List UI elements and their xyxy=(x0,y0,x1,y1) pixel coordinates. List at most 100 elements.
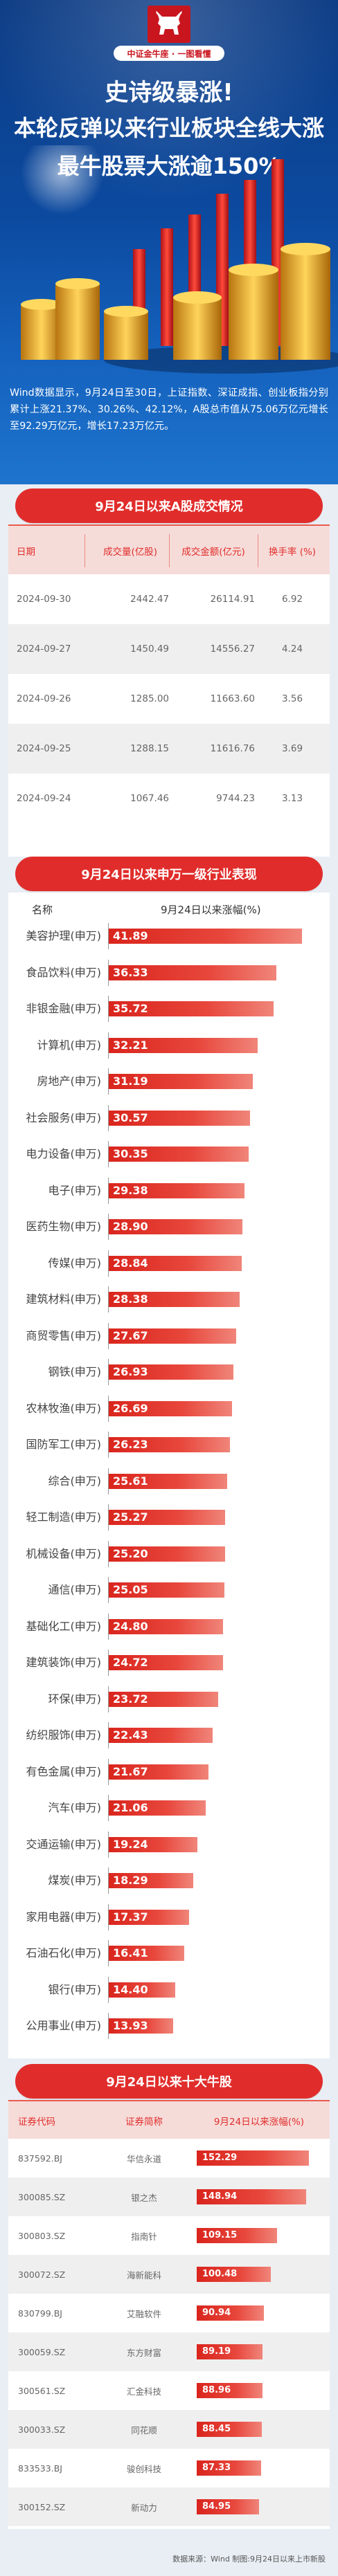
cell-volume: 1285.00 xyxy=(130,693,169,704)
bar-value-label: 17.37 xyxy=(113,1910,148,1924)
bar-axis-tick xyxy=(108,1395,109,1422)
bar-axis-tick xyxy=(108,1177,109,1204)
chart-bar-row: 公用事业(申万) 13.93 xyxy=(8,2013,330,2039)
bar-category-label: 综合(申万) xyxy=(48,1474,102,1488)
cell-stock-code: 300033.SZ xyxy=(18,2424,66,2435)
chart-bar-row: 综合(申万) 25.61 xyxy=(8,1468,330,1495)
table-row: 300152.SZ 新动力 84.95 xyxy=(8,2487,330,2526)
bar-value-label: 30.35 xyxy=(113,1147,148,1160)
bar-category-label: 通信(申万) xyxy=(48,1583,102,1596)
bar xyxy=(109,1364,233,1380)
bar-category-label: 环保(申万) xyxy=(48,1692,102,1706)
bar-value-label: 21.06 xyxy=(113,1801,148,1814)
bar-axis-tick xyxy=(108,1613,109,1640)
col-header-turnover: 换手率 (%) xyxy=(268,547,317,558)
bar-axis-tick xyxy=(108,1722,109,1748)
bar-category-label: 计算机(申万) xyxy=(37,1038,102,1052)
bull-logo-icon xyxy=(148,6,190,43)
bar-value-label: 25.61 xyxy=(113,1474,148,1488)
bar-category-label: 纺织服饰(申万) xyxy=(26,1728,102,1742)
gain-bar xyxy=(197,2460,261,2476)
bar xyxy=(109,1328,237,1344)
table-row: 300072.SZ 海新能科 100.48 xyxy=(8,2255,330,2294)
chart-bar-row: 环保(申万) 23.72 xyxy=(8,1686,330,1712)
bar-category-label: 机械设备(申万) xyxy=(26,1546,102,1560)
chart-bar-row: 机械设备(申万) 25.20 xyxy=(8,1540,330,1567)
bar-axis-tick xyxy=(108,1577,109,1603)
bar-category-label: 电子(申万) xyxy=(48,1183,102,1197)
gain-bar xyxy=(197,2499,260,2514)
cell-volume: 2442.47 xyxy=(130,594,169,605)
chart-bar-row: 煤炭(申万) 18.29 xyxy=(8,1867,330,1894)
cell-stock-name: 海新能科 xyxy=(126,2269,161,2281)
table-row: 830799.BJ 艾融软件 90.94 xyxy=(8,2294,330,2332)
table-row: 300059.SZ 东方财富 89.19 xyxy=(8,2332,330,2371)
bar-axis-tick xyxy=(108,1032,109,1059)
bar xyxy=(109,1473,227,1489)
chart-bar-row: 房地产(申万) 31.19 xyxy=(8,1068,330,1095)
bar-axis-tick xyxy=(108,1650,109,1676)
bar xyxy=(109,1255,242,1271)
col-header-volume: 成交量(亿股) xyxy=(103,547,158,558)
gain-bar xyxy=(197,2422,262,2437)
bar-axis-tick xyxy=(108,959,109,986)
bar-axis-tick xyxy=(108,1432,109,1458)
bar-axis-tick xyxy=(108,1940,109,1966)
bar-value-label: 26.23 xyxy=(113,1438,148,1451)
bar xyxy=(109,1292,240,1307)
bar-axis-tick xyxy=(108,1104,109,1131)
bar xyxy=(109,1691,219,1707)
gain-value-label: 89.19 xyxy=(202,2346,231,2357)
cell-date: 2024-09-26 xyxy=(17,693,71,704)
chart-bar-row: 食品饮料(申万) 36.33 xyxy=(8,959,330,986)
cell-amount: 11663.60 xyxy=(210,693,255,704)
chart-bar-row: 钢铁(申万) 26.93 xyxy=(8,1359,330,1385)
bar-value-label: 21.67 xyxy=(113,1764,148,1778)
bar xyxy=(109,1618,224,1634)
bar-value-label: 26.93 xyxy=(113,1365,148,1378)
bar-axis-tick xyxy=(108,1686,109,1712)
gain-value-label: 84.95 xyxy=(202,2501,231,2512)
bar-value-label: 25.20 xyxy=(113,1546,148,1560)
bar-category-label: 家用电器(申万) xyxy=(26,1910,102,1924)
cell-stock-code: 300085.SZ xyxy=(18,2191,66,2202)
cell-turnover: 3.13 xyxy=(281,793,303,804)
bar-category-label: 商贸零售(申万) xyxy=(26,1328,102,1342)
chart-bar-row: 汽车(申万) 21.06 xyxy=(8,1795,330,1821)
bar xyxy=(109,1836,198,1852)
chart-bar-row: 银行(申万) 14.40 xyxy=(8,1976,330,2003)
table-row: 300033.SZ 同花顺 88.45 xyxy=(8,2410,330,2449)
brand-tagline: 中证金牛座 · 一图看懂 xyxy=(114,46,224,61)
bar xyxy=(109,1873,193,1888)
cell-volume: 1450.49 xyxy=(130,643,169,655)
cell-stock-name: 银之杰 xyxy=(131,2192,157,2203)
bar-value-label: 23.72 xyxy=(113,1692,148,1706)
chart-col-name-label: 名称 xyxy=(32,904,53,916)
gain-value-label: 87.33 xyxy=(202,2463,231,2473)
cell-stock-code: 300561.SZ xyxy=(18,2385,66,2396)
bar-axis-tick xyxy=(108,1867,109,1894)
bar-axis-tick xyxy=(108,1504,109,1531)
section-header-industry: 9月24日以来申万一级行业表现 xyxy=(15,857,323,891)
bar-axis-tick xyxy=(108,1068,109,1095)
bar-axis-tick xyxy=(108,1795,109,1821)
cell-stock-code: 830799.BJ xyxy=(18,2308,62,2319)
chart-bar-row: 有色金属(申万) 21.67 xyxy=(8,1758,330,1785)
bar-category-label: 国防军工(申万) xyxy=(26,1438,102,1451)
gain-value-label: 152.29 xyxy=(202,2153,238,2163)
table-row: 2024-09-24 1067.46 9744.23 3.13 xyxy=(8,774,330,823)
chart-bar-row: 轻工制造(申万) 25.27 xyxy=(8,1504,330,1531)
bar-value-label: 30.57 xyxy=(113,1111,148,1124)
col-header-amount: 成交金额(亿元) xyxy=(181,547,245,558)
trading-table-header: 日期 成交量(亿股) 成交金额(亿元) 换手率 (%) xyxy=(8,524,330,574)
bar-axis-tick xyxy=(108,1250,109,1277)
bar-value-label: 28.38 xyxy=(113,1292,148,1306)
gain-value-label: 109.15 xyxy=(202,2230,238,2240)
bar xyxy=(109,1001,274,1016)
chart-bar-row: 建筑材料(申万) 28.38 xyxy=(8,1286,330,1313)
bar-category-label: 交通运输(申万) xyxy=(26,1837,102,1851)
cell-date: 2024-09-30 xyxy=(17,594,71,605)
gain-bar xyxy=(197,2189,307,2204)
bar-category-label: 非银金融(申万) xyxy=(26,1002,102,1015)
